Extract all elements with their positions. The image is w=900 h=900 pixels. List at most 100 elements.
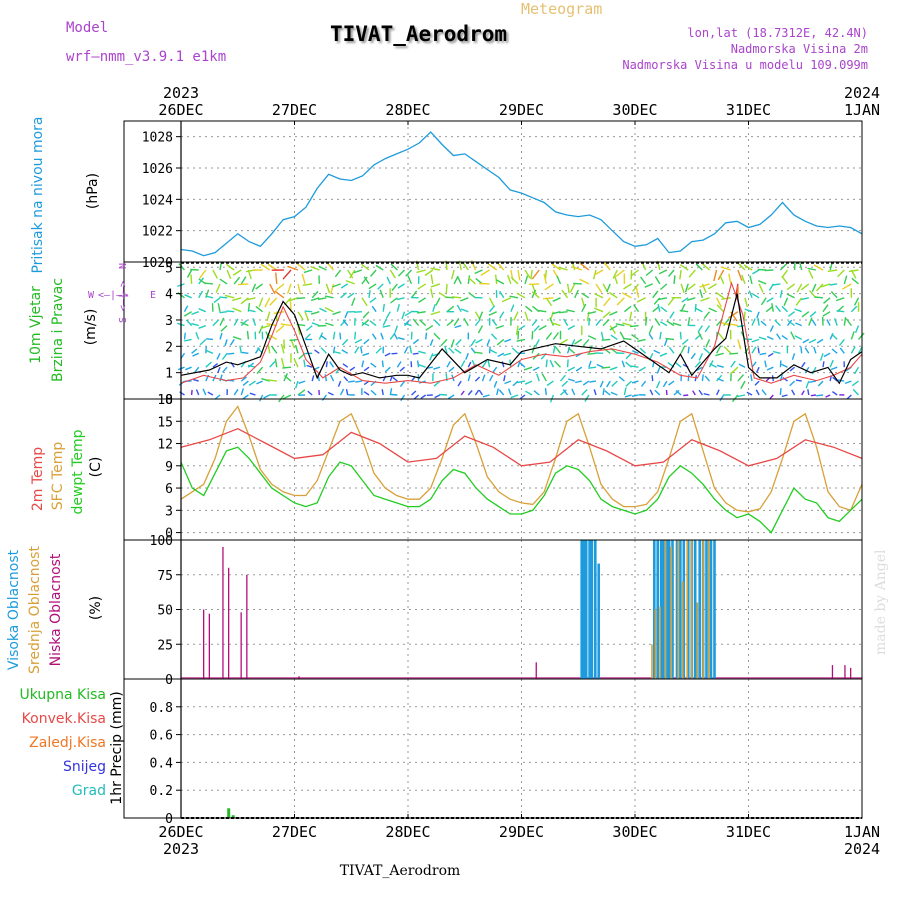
- wind-arrow: [392, 376, 398, 382]
- wind-arrow: [232, 336, 242, 341]
- wind-arrow: [510, 276, 519, 285]
- cloud-high-bar: [653, 540, 656, 679]
- wind-arrow: [302, 283, 313, 286]
- wind-arrow: [640, 276, 647, 285]
- wind-arrow: [282, 269, 292, 280]
- wind-arrow: [752, 269, 760, 275]
- wind-arrow: [603, 261, 611, 271]
- wind-arrow: [728, 311, 739, 319]
- cloud-low-bar: [228, 567, 230, 679]
- wind-arrow: [382, 318, 388, 326]
- wind-arrow: [551, 263, 561, 271]
- wind-arrow: [283, 374, 292, 382]
- wind-arrow: [602, 347, 611, 354]
- wind-arrow: [362, 311, 370, 319]
- wind-arrow: [719, 394, 725, 402]
- wind-arrow: [801, 297, 809, 301]
- wind-arrow: [631, 394, 639, 397]
- wind-arrow: [813, 346, 817, 354]
- precip-legend-item: Zaledj.Kisa: [29, 735, 106, 751]
- wind-arrow: [237, 283, 249, 286]
- wind-arrow: [340, 283, 349, 289]
- wind-arrow: [260, 263, 271, 271]
- wind-arrow: [723, 346, 732, 354]
- wind-arrow: [178, 263, 186, 271]
- wind-arrow: [832, 376, 838, 382]
- wind-arrow: [362, 352, 370, 357]
- wind-arrow: [451, 269, 455, 280]
- wind-arrow: [658, 269, 668, 275]
- wind-arrow: [665, 337, 675, 341]
- wind-arrow: [787, 320, 796, 327]
- wind-arrow: [783, 297, 789, 306]
- wind-arrow: [381, 360, 384, 368]
- cloud-mid-bar: [659, 606, 661, 679]
- wind-arrow: [405, 269, 413, 277]
- y-tick-label: 0: [165, 812, 173, 827]
- wind-arrow: [351, 297, 356, 307]
- wind-arrow: [219, 332, 223, 340]
- wind-arrow: [305, 325, 313, 332]
- wind-arrow: [531, 269, 540, 280]
- wind-arrow: [477, 325, 484, 334]
- wind-arrow: [567, 378, 575, 382]
- cloud-high-bar: [662, 540, 665, 679]
- wind-arrow: [534, 339, 540, 347]
- wind-arrow: [488, 311, 497, 316]
- wind-arrow: [380, 332, 384, 340]
- wind-arrow: [532, 366, 540, 372]
- pressure-ylabel: Pritisak na nivou mora: [30, 116, 46, 273]
- wind-arrow: [192, 378, 199, 382]
- wind-arrow: [444, 345, 448, 354]
- cloud-high-bar: [698, 540, 701, 679]
- wind-arrow: [787, 311, 796, 317]
- wind-arrow: [561, 289, 569, 299]
- pressure-frame: [123, 120, 863, 263]
- wind-arrow: [247, 309, 256, 313]
- cloud-high-bar: [597, 563, 600, 679]
- wind-arrow: [524, 269, 531, 279]
- wind-arrow: [533, 325, 540, 332]
- wind-arrow: [371, 333, 377, 340]
- wind-arrow: [384, 352, 391, 357]
- wind-arrow: [687, 374, 690, 382]
- compass-e: E: [150, 290, 156, 301]
- wind-arrow: [695, 263, 703, 271]
- 2m-temp-line: [180, 427, 863, 467]
- wind-arrow: [496, 338, 505, 346]
- wind-arrow: [660, 306, 668, 313]
- wind-arrow: [213, 297, 221, 304]
- wind-arrow: [448, 366, 455, 373]
- y-tick-label: 15: [157, 415, 173, 430]
- wind-arrow: [480, 269, 490, 276]
- wind-arrow: [830, 291, 838, 299]
- wind-arrow: [261, 377, 270, 382]
- wind-arrow: [280, 357, 285, 368]
- wind-arrow: [740, 380, 746, 389]
- cloud-low-bar: [222, 547, 224, 679]
- cloud-high-bar: [687, 540, 690, 679]
- wind-arrow: [473, 351, 483, 354]
- wind-arrow: [769, 394, 774, 400]
- wind-arrow: [183, 332, 186, 340]
- wind-arrow: [219, 374, 223, 382]
- y-tick-label: 6: [165, 482, 173, 497]
- wind-arrow: [399, 380, 406, 388]
- y-tick-label: 0: [165, 527, 173, 542]
- wind-arrow: [497, 352, 505, 358]
- wind-arrow: [551, 322, 561, 327]
- cloud-unit: (%): [88, 596, 104, 620]
- wind-arrow: [845, 318, 852, 327]
- y-tick-label: 1020: [142, 256, 173, 271]
- wind-arrow: [601, 366, 611, 369]
- wind-arrow: [368, 290, 371, 298]
- wind-arrow: [593, 269, 604, 276]
- cloud-mid-bar: [708, 540, 710, 679]
- wind-arrow: [460, 390, 465, 396]
- wind-arrow: [347, 292, 355, 299]
- y-tick-label: 1024: [142, 193, 173, 208]
- wind-arrow: [503, 352, 512, 357]
- wind-arrow: [853, 297, 860, 306]
- wind-arrow: [798, 261, 803, 271]
- wind-arrow: [198, 324, 207, 329]
